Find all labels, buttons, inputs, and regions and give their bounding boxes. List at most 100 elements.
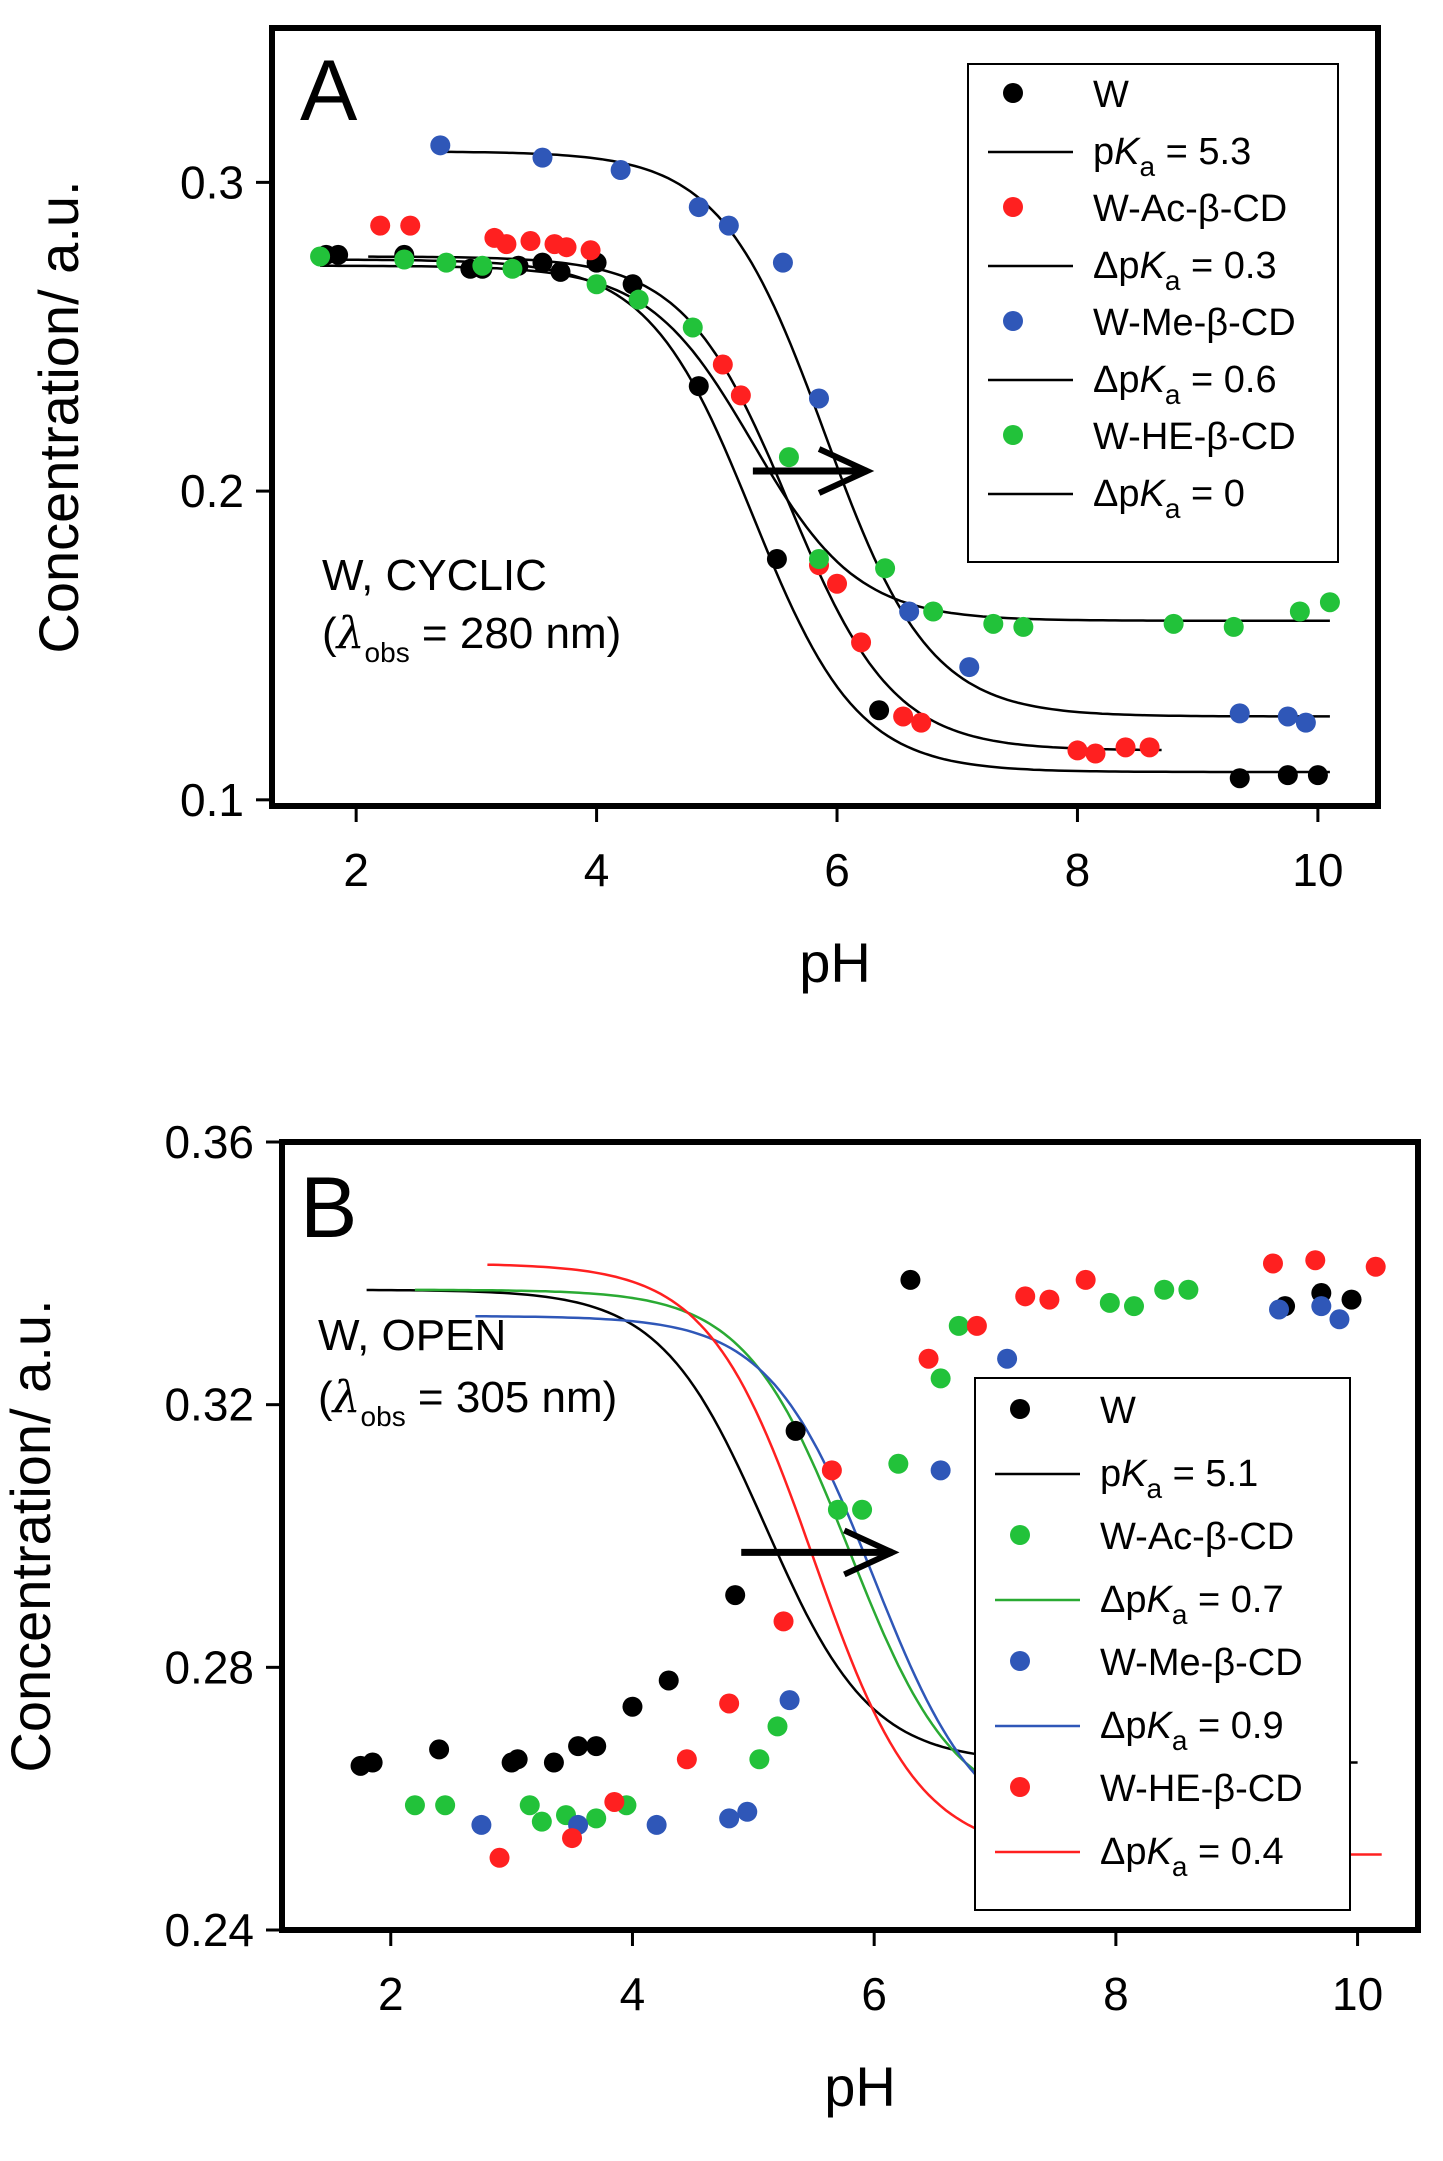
legend-fit-label: pKa = 5.1 (1100, 1453, 1258, 1504)
data-point-w-he-cd (682, 317, 703, 338)
x-tick-label: 8 (1065, 844, 1091, 896)
data-point-w-ac-cd (404, 1795, 425, 1816)
data-point-w-me-cd (997, 1348, 1018, 1369)
fit-italic: K (1114, 131, 1141, 173)
data-point-w-he-cd (1319, 592, 1340, 613)
annotation-wavelength: (λobs = 280 nm) (322, 608, 621, 668)
data-point-w-he-cd (778, 447, 799, 468)
data-point-w-me-cd (930, 1460, 951, 1481)
x-axis-title: pH (799, 931, 871, 994)
data-point-w-ac-cd (1178, 1279, 1199, 1300)
data-point-w-ac-cd (930, 1368, 951, 1389)
legend-series-name: W-HE-β-CD (1100, 1768, 1303, 1810)
data-point-w-he-cd (966, 1315, 987, 1336)
data-point-w-me-cd (1229, 703, 1250, 724)
paren-open: ( (322, 609, 337, 658)
data-point-w-me-cd (737, 1801, 758, 1822)
legend-series-name: W-Ac-β-CD (1093, 188, 1287, 230)
data-point-w-ac-cd (400, 215, 421, 236)
legend-series-name: W (1093, 74, 1129, 116)
data-point-w (507, 1749, 528, 1770)
fit-subscript: a (1165, 493, 1181, 524)
legend-marker (1003, 197, 1023, 217)
data-point-w-me-cd (471, 1814, 492, 1835)
data-point-w (622, 1696, 643, 1717)
data-point-w-ac-cd (1124, 1296, 1144, 1317)
panel-b: 2 4 6 8 10 0.24 0.28 0.32 0.36 pH Concentration/ a… (0, 1116, 1421, 2118)
data-point-w-ac-cd (520, 231, 541, 252)
data-point-w-ac-cd (730, 385, 751, 406)
data-point-w-ac-cd (827, 573, 848, 594)
data-point-w-he-cd (586, 274, 607, 295)
data-point-w-me-cd (430, 135, 451, 156)
data-point-w-ac-cd (712, 354, 733, 375)
data-point-w-ac-cd (911, 712, 932, 733)
data-point-w-he-cd (394, 249, 415, 270)
lambda-subscript: obs (361, 1401, 406, 1432)
fit-prefix: Δp (1100, 1579, 1147, 1621)
data-point-w-ac-cd (852, 1499, 873, 1520)
fit-italic: K (1121, 1453, 1148, 1495)
fit-value: = 0.7 (1187, 1579, 1283, 1621)
data-point-w-he-cd (1163, 613, 1184, 634)
data-point-w-ac-cd (851, 632, 872, 653)
fit-subscript: a (1140, 151, 1156, 182)
data-point-w-ac-cd (893, 706, 914, 727)
legend-box (974, 1377, 1351, 1911)
shift-arrow-head (843, 1527, 900, 1578)
annotation-title: W, OPEN (318, 1311, 506, 1360)
data-point-w-ac-cd (435, 1795, 456, 1816)
data-point-w-ac-cd (948, 1315, 969, 1336)
x-tick-label: 6 (824, 844, 850, 896)
data-point-w (658, 1670, 679, 1691)
x-tick-label: 2 (378, 1968, 404, 2020)
data-point-w-he-cd (562, 1828, 583, 1849)
lambda-symbol: λ (331, 1372, 361, 1423)
y-axis-title: Concentration/ a.u. (0, 1299, 62, 1772)
data-point-w-he-cd (436, 252, 457, 273)
data-point-w-ac-cd (749, 1749, 770, 1770)
y-tick-label: 0.36 (164, 1116, 254, 1168)
data-point-w (688, 376, 709, 397)
panel-letter: A (300, 43, 358, 139)
data-point-w-ac-cd (1085, 743, 1106, 764)
data-point-w (532, 252, 553, 273)
x-tick-label: 10 (1332, 1968, 1383, 2020)
data-point-w-he-cd (676, 1749, 697, 1770)
legend-marker (1010, 1399, 1030, 1419)
data-point-w-me-cd (808, 388, 829, 409)
fit-italic: K (1147, 1579, 1174, 1621)
fit-italic: K (1140, 473, 1167, 515)
data-point-w-he-cd (310, 246, 331, 267)
data-point-w-he-cd (1075, 1269, 1096, 1290)
lambda-subscript: obs (365, 637, 410, 668)
fit-prefix: Δp (1093, 359, 1140, 401)
x-tick-label: 8 (1103, 1968, 1129, 2020)
data-point-w (550, 261, 571, 282)
y-tick-label: 0.32 (164, 1379, 254, 1431)
data-point-w (586, 1736, 607, 1757)
panel-a: 2 4 6 8 10 0.1 0.2 0.3 pH Concentration/ a.u. A W, … (27, 25, 1381, 994)
legend-fit-label: ΔpKa = 0.6 (1093, 359, 1277, 410)
legend-fit-label: ΔpKa = 0.9 (1100, 1705, 1284, 1756)
x-tick-label: 4 (620, 1968, 646, 2020)
data-point-w-me-cd (1295, 712, 1316, 733)
legend-series-name: W-Ac-β-CD (1100, 1516, 1294, 1558)
y-axis-title: Concentration/ a.u. (27, 180, 90, 653)
y-tick-label: 0.24 (164, 1904, 254, 1956)
data-point-w-ac-cd (496, 234, 517, 255)
fit-subscript: a (1165, 379, 1181, 410)
data-point-w (1341, 1289, 1362, 1310)
fit-value: = 0 (1180, 473, 1244, 515)
fit-value: = 5.3 (1155, 131, 1251, 173)
x-tick-label: 6 (861, 1968, 887, 2020)
paren-close: ) (607, 609, 622, 658)
data-point-w-he-cd (1305, 1250, 1326, 1271)
legend-marker (1003, 83, 1023, 103)
lambda-symbol: λ (335, 608, 365, 659)
data-point-w-me-cd (688, 197, 709, 218)
data-point-w-ac-cd (519, 1795, 540, 1816)
fit-value: = 5.1 (1162, 1453, 1258, 1495)
data-point-w (362, 1752, 383, 1773)
